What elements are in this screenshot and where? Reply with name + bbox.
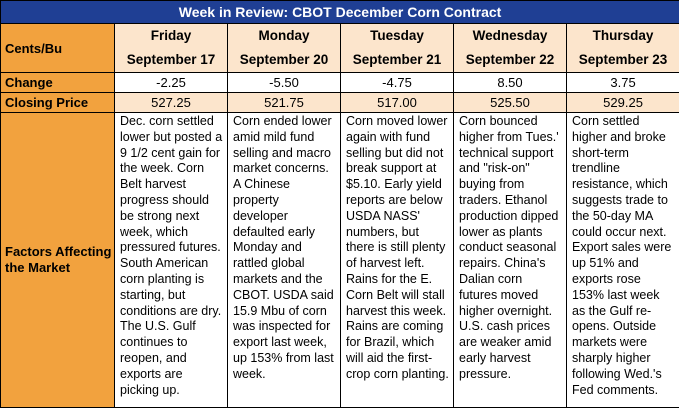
change-label: Change [0,72,115,93]
day-header-friday: Friday September 17 [114,23,228,73]
day-header-tuesday: Tuesday September 21 [340,23,454,73]
factors-tuesday: Corn moved lower again with fund selling… [340,112,454,408]
day-header-monday: Monday September 20 [227,23,341,73]
closing-price-wednesday: 525.50 [453,92,567,113]
factors-friday: Dec. corn settled lower but posted a 9 1… [114,112,228,408]
day-date: September 20 [239,52,329,67]
closing-price-monday: 521.75 [227,92,341,113]
change-value-monday: -5.50 [227,72,341,93]
day-name: Tuesday [370,28,424,43]
day-header-thursday: Thursday September 23 [565,23,679,73]
factors-label: Factors Affecting the Market [0,112,115,408]
day-date: September 22 [465,52,555,67]
day-date: September 17 [126,52,216,67]
closing-price-label: Closing Price [0,92,115,113]
change-value-thursday: 3.75 [565,72,679,93]
day-name: Thursday [592,28,654,43]
change-value-wednesday: 8.50 [453,72,567,93]
closing-price-thursday: 529.25 [565,92,679,113]
day-name: Wednesday [472,28,548,43]
factors-thursday: Corn settled higher and broke short-term… [565,112,679,408]
day-date: September 23 [578,52,668,67]
change-value-tuesday: -4.75 [340,72,454,93]
factors-wednesday: Corn bounced higher from Tues.' technica… [453,112,567,408]
closing-price-tuesday: 517.00 [340,92,454,113]
day-name: Friday [150,28,192,43]
units-label: Cents/Bu [0,23,115,73]
day-name: Monday [258,28,310,43]
day-header-wednesday: Wednesday September 22 [453,23,567,73]
factors-monday: Corn ended lower amid mild fund selling … [227,112,341,408]
table-title: Week in Review: CBOT December Corn Contr… [0,0,679,24]
closing-price-friday: 527.25 [114,92,228,113]
day-date: September 21 [352,52,442,67]
change-value-friday: -2.25 [114,72,228,93]
